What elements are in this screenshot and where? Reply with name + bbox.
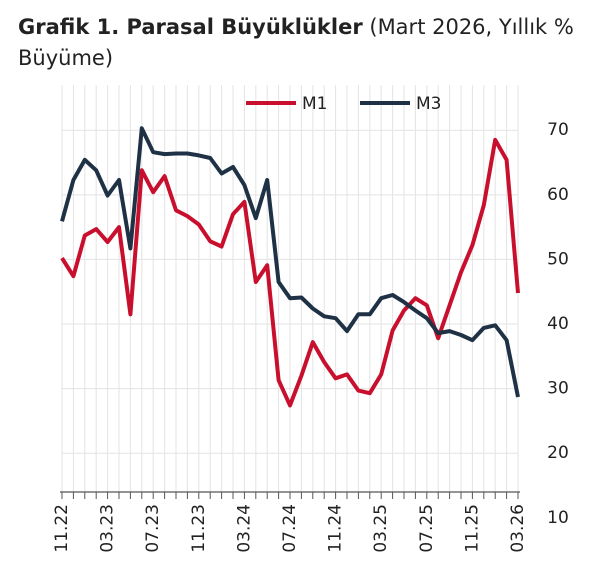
y-tick-label: 30 <box>547 379 569 399</box>
x-tick-label: 03.24 <box>234 504 254 553</box>
legend-label: M3 <box>416 94 441 114</box>
y-tick-label: 60 <box>547 185 569 205</box>
x-tick-label: 07.23 <box>143 504 163 553</box>
y-tick-label: 10 <box>547 508 569 528</box>
x-tick-label: 11.23 <box>189 504 209 553</box>
x-tick-label: 11.24 <box>326 504 346 553</box>
x-tick-label: 03.26 <box>508 504 528 553</box>
chart-title: Grafik 1. Parasal Büyüklükler <box>18 15 363 39</box>
y-tick-label: 20 <box>547 443 569 463</box>
x-tick-label: 03.25 <box>371 504 391 553</box>
series-line <box>60 126 520 398</box>
x-tick-label: 11.22 <box>52 504 72 553</box>
x-tick-label: 07.24 <box>280 504 300 553</box>
series-line <box>60 137 520 408</box>
x-tick-label: 03.23 <box>98 504 118 553</box>
x-tick-label: 11.25 <box>462 504 482 553</box>
y-tick-label: 50 <box>547 249 569 269</box>
title-block: Grafik 1. Parasal Büyüklükler (Mart 2026… <box>18 12 578 74</box>
y-tick-label: 70 <box>547 120 569 140</box>
y-tick-label: 40 <box>547 314 569 334</box>
chart-subtitle: (Mart 2026, Yıllık % Büyüme) <box>18 15 574 70</box>
legend-label: M1 <box>302 94 327 114</box>
x-tick-label: 07.25 <box>417 504 437 553</box>
